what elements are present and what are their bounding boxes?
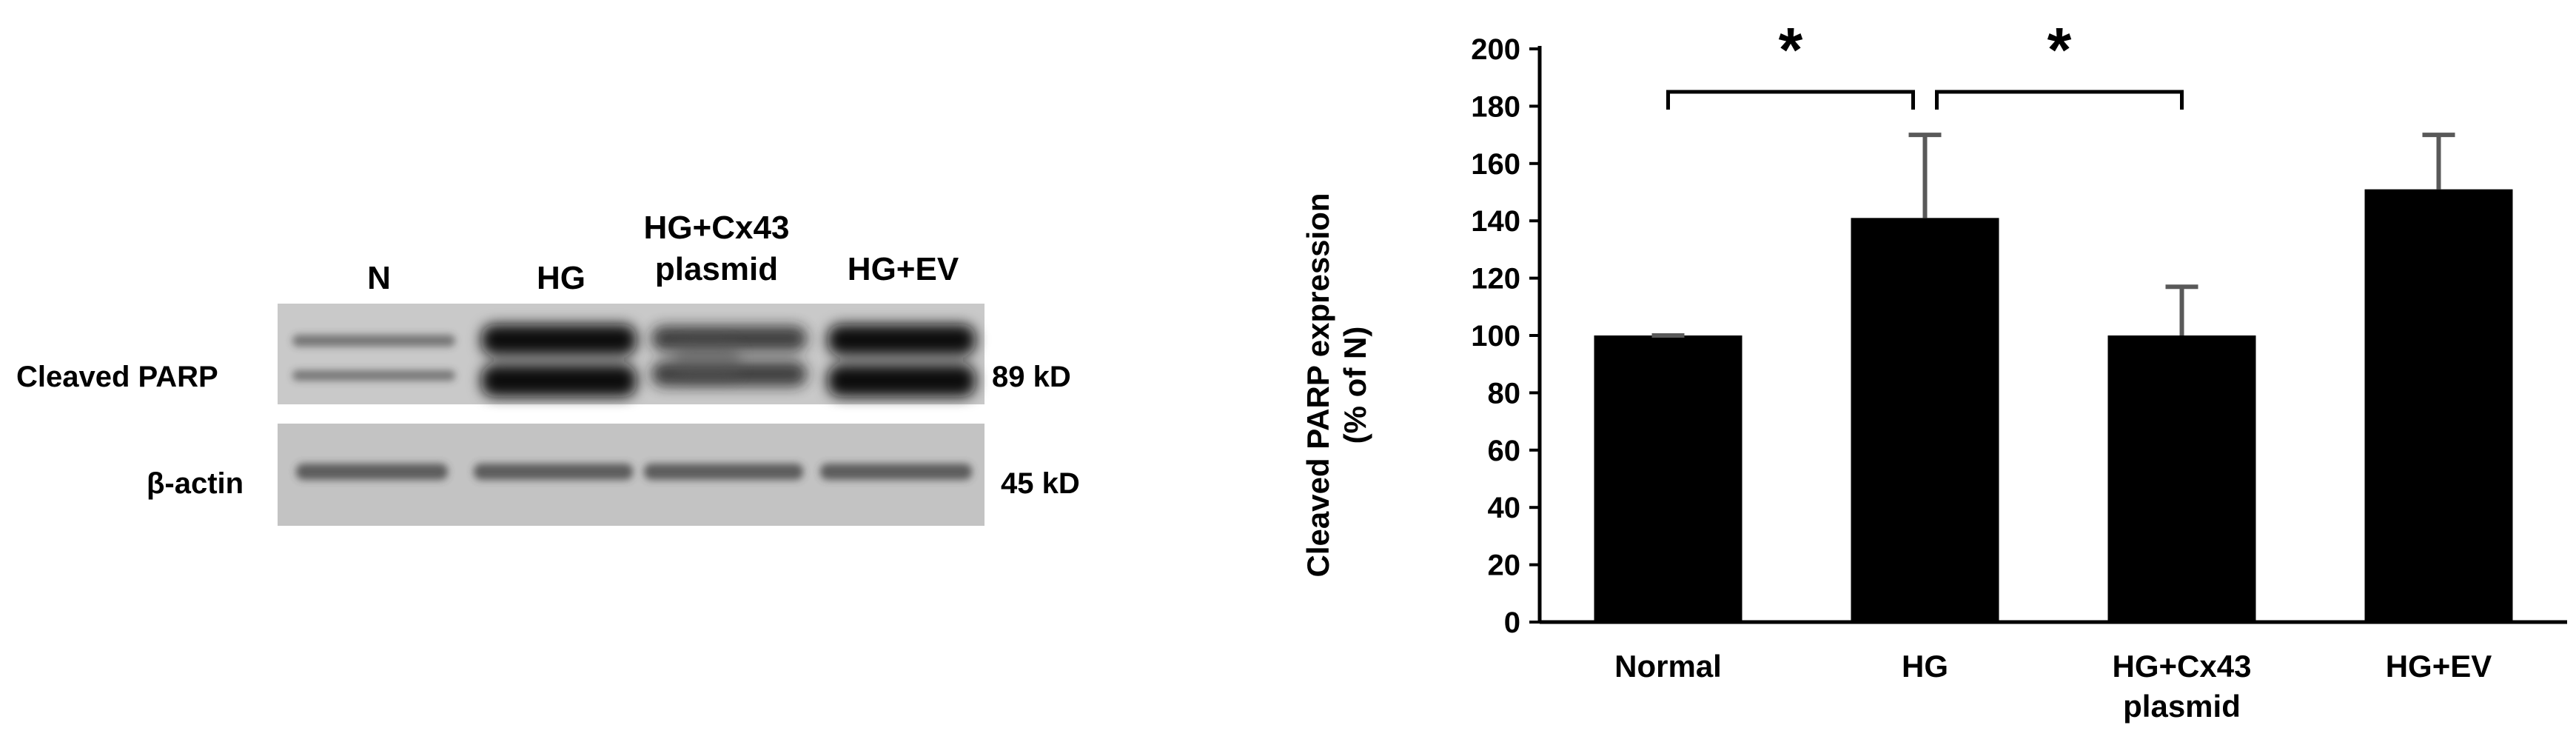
cleaved-parp-size: 89 kD	[992, 361, 1071, 393]
y-tick-label: 0	[1504, 607, 1520, 639]
western-blot-panel: N HG HG+Cx43 plasmid HG+EV	[16, 210, 1080, 526]
cleaved-parp-blot	[278, 304, 985, 404]
y-axis-ticks: 0 20 40 60 80 100 120 140 160 180 200	[1471, 33, 1540, 639]
bar-chart: Cleaved PARP expression (% of N) 0 20 40 60…	[1301, 15, 2567, 724]
x-tick-label: Normal	[1614, 649, 1722, 684]
bar	[1594, 335, 1743, 622]
beta-actin-size: 45 kD	[1001, 467, 1080, 500]
x-tick-label: HG+EV	[2386, 649, 2492, 684]
significance-asterisk: *	[2047, 15, 2072, 84]
y-tick-label: 80	[1488, 377, 1521, 410]
lane-label-hg: HG	[537, 260, 586, 296]
bar	[2107, 335, 2256, 622]
y-tick-label: 20	[1488, 549, 1521, 582]
y-tick-label: 180	[1471, 90, 1520, 123]
bar	[2364, 189, 2513, 622]
y-tick-label: 60	[1488, 435, 1521, 467]
y-tick-label: 40	[1488, 492, 1521, 524]
beta-actin-label: β-actin	[147, 467, 244, 500]
lane-label-hg-cx43-line2: plasmid	[655, 251, 778, 287]
x-tick-label: HG	[1902, 649, 1948, 684]
y-tick-label: 120	[1471, 263, 1520, 295]
y-axis-label: Cleaved PARP expression (% of N)	[1301, 193, 1372, 577]
significance-asterisk: *	[1779, 15, 1803, 84]
y-axis-label-line2: (% of N)	[1338, 327, 1372, 444]
bar	[1851, 218, 1999, 623]
y-axis-label-line1: Cleaved PARP expression	[1301, 193, 1335, 577]
significance-bracket	[1935, 90, 2184, 110]
x-tick-label: plasmid	[2123, 689, 2241, 724]
lane-label-hg-ev: HG+EV	[848, 251, 959, 287]
y-tick-label: 200	[1471, 33, 1520, 66]
y-tick-label: 100	[1471, 320, 1520, 353]
bars	[1594, 189, 2513, 623]
significance-brackets: * *	[1666, 15, 2184, 110]
x-tick-label: HG+Cx43	[2113, 649, 2252, 684]
x-axis-tick-labels: Normal HG HG+Cx43 plasmid HG+EV	[1614, 649, 2492, 724]
axes	[1537, 46, 2567, 624]
beta-actin-blot	[278, 424, 985, 526]
cleaved-parp-label: Cleaved PARP	[16, 361, 218, 393]
y-tick-label: 160	[1471, 148, 1520, 181]
y-tick-label: 140	[1471, 205, 1520, 238]
lane-label-n: N	[367, 260, 391, 296]
lane-label-hg-cx43-line1: HG+Cx43	[644, 210, 790, 246]
error-bars	[1651, 133, 2455, 338]
significance-bracket	[1666, 90, 1915, 110]
